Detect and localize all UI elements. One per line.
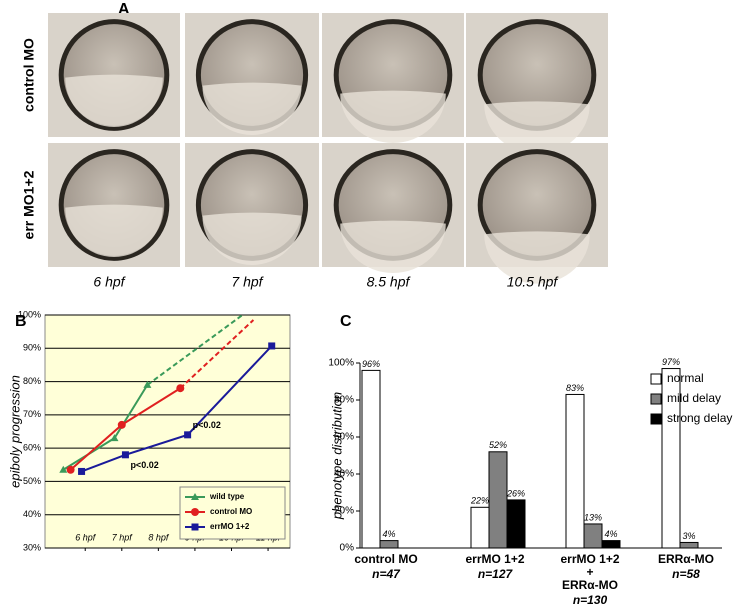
value-label: 96% (362, 359, 380, 369)
series-line (81, 345, 273, 473)
panel-label: C (340, 313, 352, 330)
column-label: 8.5 hpf (367, 274, 412, 290)
bar (565, 393, 585, 549)
x-tick-label: 6 hpf (75, 532, 97, 542)
y-tick-label: 40% (23, 509, 41, 519)
yolk-lower (65, 204, 163, 257)
value-label: 4% (382, 529, 395, 539)
bar (506, 499, 526, 549)
column-label: 10.5 hpf (507, 274, 560, 290)
bar (583, 523, 603, 549)
y-tick-label: 20% (334, 506, 354, 517)
annotation: p<0.02 (193, 420, 221, 430)
legend-label: errMO 1+2 (210, 522, 250, 531)
panel-label: B (15, 313, 27, 330)
point (191, 523, 199, 531)
value-label: 22% (470, 496, 489, 506)
point (176, 384, 185, 393)
y-tick-label: 90% (23, 343, 41, 353)
yolk-lower (340, 220, 446, 273)
value-label: 4% (604, 529, 617, 539)
x-tick-label: ERRα-MO (658, 552, 714, 566)
yolk-lower (65, 74, 163, 127)
legend-label: mild delay (667, 391, 721, 405)
yolk-lower (202, 212, 302, 265)
point (59, 465, 68, 473)
value-label: 83% (566, 383, 584, 393)
x-tick-label: 8 hpf (148, 532, 170, 542)
legend-swatch (650, 373, 662, 385)
point (78, 467, 86, 475)
value-label: 26% (506, 488, 525, 498)
bar (470, 506, 490, 549)
y-tick-label: 60% (334, 432, 354, 443)
point (143, 380, 152, 388)
legend-swatch (650, 393, 662, 405)
y-tick-label: 30% (23, 542, 41, 552)
y-tick-label: 40% (334, 469, 354, 480)
y-axis-label: epiboly progression (7, 375, 22, 488)
y-tick-label: 80% (23, 376, 41, 386)
value-label: 3% (682, 531, 695, 541)
x-tick-label: control MO (354, 552, 417, 566)
value-label: 13% (584, 512, 602, 522)
bar (661, 368, 681, 549)
point (121, 451, 129, 459)
yolk-lower (484, 101, 590, 154)
y-tick-label: 60% (23, 443, 41, 453)
category-note: n=47 (372, 567, 401, 581)
category-note: n=127 (478, 567, 514, 581)
legend-label: strong delay (667, 411, 732, 425)
row-label: err MO1+2 (21, 170, 37, 239)
y-tick-label: 0% (340, 543, 355, 554)
bar (488, 451, 508, 549)
bar (601, 540, 621, 549)
y-tick-label: 50% (23, 476, 41, 486)
row-label: control MO (21, 38, 37, 112)
category-note: n=58 (672, 567, 700, 581)
bar (679, 541, 699, 549)
yolk-lower (202, 82, 302, 135)
column-label: 7 hpf (231, 274, 264, 290)
point (191, 508, 199, 516)
annotation: p<0.02 (130, 460, 158, 470)
point (184, 431, 192, 439)
y-tick-label: 100% (18, 309, 41, 319)
y-axis-label: phenotype distribution (329, 392, 344, 520)
x-tick-label: errMO 1+2 (560, 552, 619, 566)
legend-label: control MO (210, 507, 252, 516)
value-label: 52% (489, 440, 507, 450)
category-note: n=130 (573, 593, 608, 605)
y-tick-label: 80% (334, 395, 354, 406)
point (66, 465, 75, 474)
column-label: 6 hpf (93, 274, 126, 290)
value-label: 97% (662, 357, 680, 367)
embryo-grid (48, 13, 608, 284)
legend-swatch (650, 413, 662, 425)
x-tick-label: errMO 1+2 (465, 552, 524, 566)
y-tick-label: 70% (23, 409, 41, 419)
point (117, 420, 126, 429)
x-tick-label: + (586, 565, 593, 579)
point (268, 342, 276, 350)
point (191, 493, 199, 500)
projection-line (146, 314, 244, 386)
bar (361, 369, 381, 549)
legend-label: normal (667, 371, 704, 385)
bar (379, 540, 399, 549)
yolk-lower (340, 90, 446, 143)
x-tick-label: ERRα-MO (562, 578, 618, 592)
legend-label: wild type (209, 492, 245, 501)
x-tick-label: 7 hpf (112, 532, 134, 542)
y-tick-label: 100% (328, 358, 354, 369)
yolk-lower (484, 231, 590, 284)
projection-line (179, 319, 255, 389)
point (110, 434, 119, 442)
